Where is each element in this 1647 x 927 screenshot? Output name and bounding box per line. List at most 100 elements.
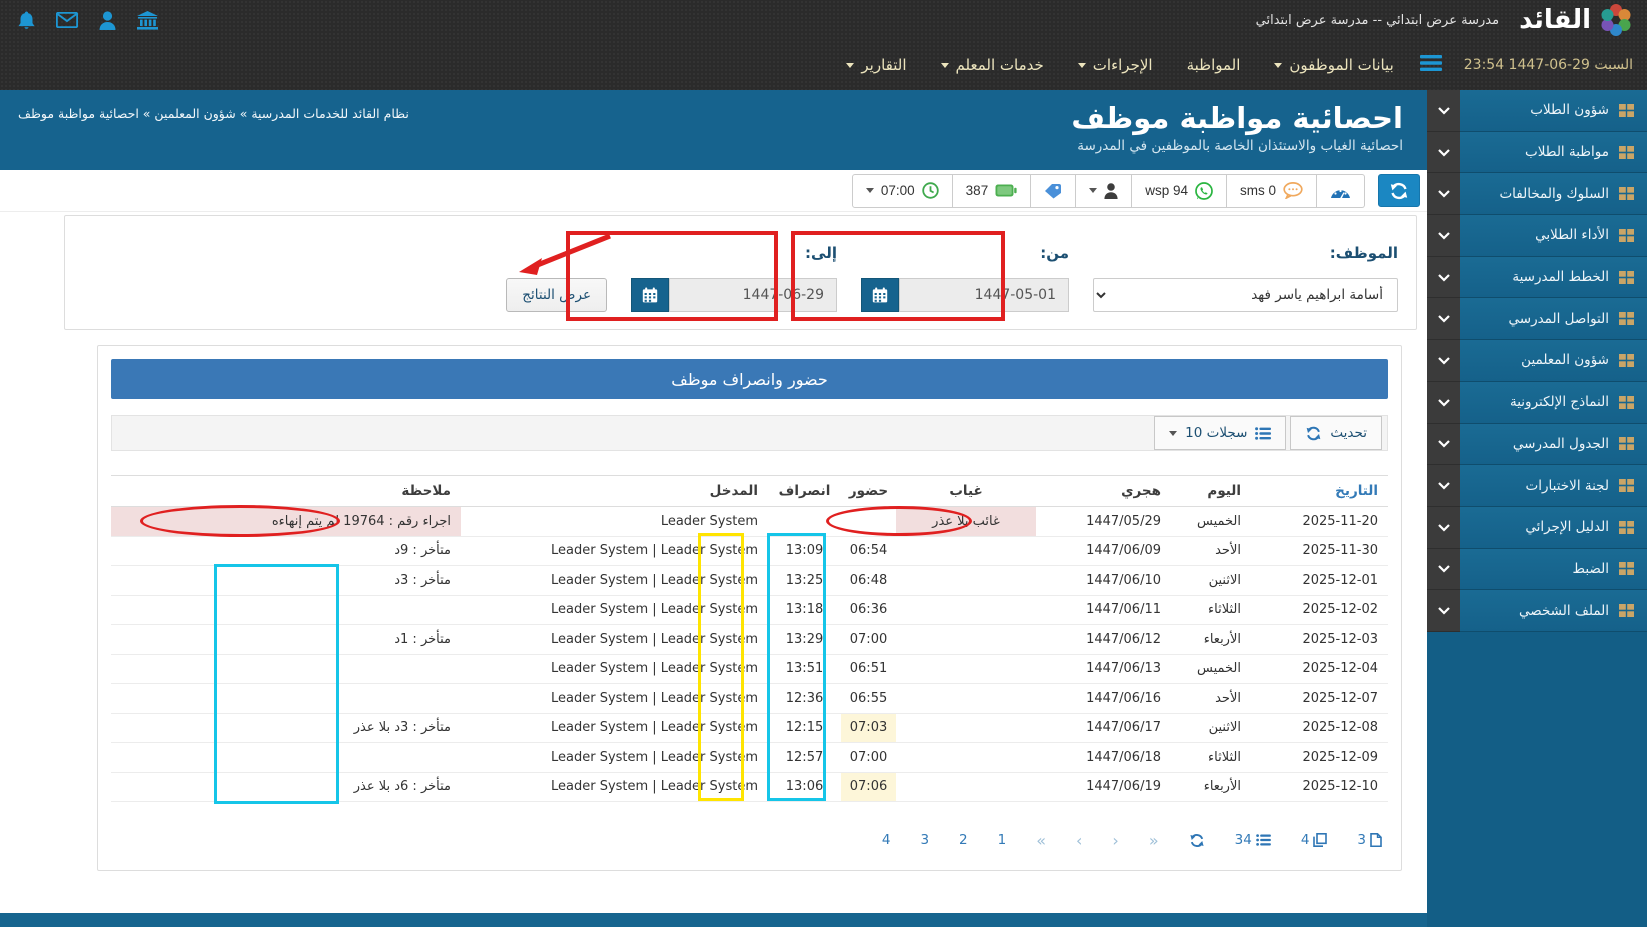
whatsapp-count: wsp 94 (1145, 183, 1188, 198)
sidebar-item-body[interactable]: الخطط المدرسية (1460, 256, 1647, 299)
sidebar-item-expand-button[interactable] (1427, 465, 1460, 507)
breadcrumb[interactable]: نظام القائد للخدمات المدرسية » شؤون المع… (18, 106, 409, 121)
menu-item-2[interactable]: الإجراءات (1077, 56, 1153, 74)
sidebar-item-expand-button[interactable] (1427, 90, 1460, 132)
records-per-page-button[interactable]: 10 سجلات (1154, 416, 1287, 450)
sidebar-item-expand-button[interactable] (1427, 590, 1460, 632)
sidebar-item-body[interactable]: لجنة الاختبارات (1460, 465, 1647, 507)
page-link-4[interactable]: 4 (881, 832, 891, 848)
time-dropdown-button[interactable]: 07:00 (851, 173, 953, 208)
sidebar-item-body[interactable]: الملف الشخصي (1460, 590, 1647, 632)
pagination-stat-list[interactable]: 34 (1235, 832, 1271, 848)
table-cell: متأخر : 1د (111, 624, 461, 655)
page-link-1[interactable]: 1 (997, 832, 1007, 848)
from-calendar-button[interactable] (861, 278, 899, 312)
next-page-button[interactable]: › (1112, 830, 1119, 850)
prev-page-button[interactable]: ‹ (1076, 830, 1083, 850)
table-cell: الخميس (1171, 654, 1251, 684)
first-page-button[interactable]: « (1036, 830, 1047, 850)
grid-icon (1619, 520, 1634, 534)
sidebar-item-body[interactable]: شؤون المعلمين (1460, 340, 1647, 382)
sidebar-item-expand-button[interactable] (1427, 340, 1460, 382)
table-cell (111, 595, 461, 625)
menu-item-1[interactable]: المواظبة (1187, 56, 1241, 74)
to-date-input[interactable]: 1447-06-29 (669, 278, 837, 312)
sidebar-item-10[interactable]: الدليل الإجرائي (1427, 506, 1647, 549)
sidebar-item-expand-button[interactable] (1427, 506, 1460, 549)
table-cell: 2025-12-03 (1251, 624, 1388, 655)
sidebar-item-expand-button[interactable] (1427, 381, 1460, 424)
chevron-down-icon (1437, 398, 1450, 407)
sidebar-item-8[interactable]: الجدول المدرسي (1427, 423, 1647, 466)
sidebar-item-7[interactable]: النماذج الإلكترونية (1427, 381, 1647, 424)
page-link-2[interactable]: 2 (959, 832, 968, 848)
employee-select[interactable]: أسامة ابراهيم ياسر فهد (1093, 278, 1398, 312)
table-cell: 06:55 (841, 683, 896, 714)
panel-title: حضور وانصراف موظف (111, 359, 1388, 399)
pagination-refresh-button[interactable] (1189, 833, 1205, 848)
sidebar-item-body[interactable]: السلوك والمخالفات (1460, 173, 1647, 216)
chevron-down-icon (1437, 190, 1450, 198)
pagination-stat-copy[interactable]: 4 (1301, 832, 1328, 848)
table-row: 2025-12-08 الاثنين 1447/06/17 07:03 12:15 Lea… (111, 713, 1388, 743)
sidebar-item-expand-button[interactable] (1427, 173, 1460, 216)
pagination: 4 3 2 1 « ‹ › » 34 4 3 (111, 823, 1388, 857)
page-link-3[interactable]: 3 (920, 832, 930, 848)
sidebar-item-2[interactable]: السلوك والمخالفات (1427, 173, 1647, 216)
to-calendar-button[interactable] (631, 278, 669, 312)
sidebar-item-expand-button[interactable] (1427, 256, 1460, 299)
sidebar-item-4[interactable]: الخطط المدرسية (1427, 256, 1647, 299)
sidebar-item-body[interactable]: مواظبة الطلاب (1460, 131, 1647, 174)
sidebar-item-body[interactable]: النماذج الإلكترونية (1460, 381, 1647, 424)
sidebar-item-11[interactable]: الضبط (1427, 548, 1647, 591)
pagination-stat-file[interactable]: 3 (1357, 832, 1382, 848)
bell-icon[interactable] (18, 11, 35, 30)
sidebar-item-12[interactable]: الملف الشخصي (1427, 590, 1647, 632)
menu-item-4[interactable]: التقارير (846, 56, 907, 74)
table-cell: Leader System | Leader System (461, 536, 768, 566)
stat-value: 3 (1357, 832, 1366, 848)
table-refresh-button[interactable]: تحديث (1290, 416, 1382, 450)
table-cell: Leader System | Leader System (461, 595, 768, 625)
brand[interactable]: القائد (1519, 3, 1633, 37)
sidebar-item-body[interactable]: الدليل الإجرائي (1460, 506, 1647, 549)
dashboard-button[interactable] (1317, 173, 1365, 208)
caret-down-icon (1077, 62, 1086, 72)
sidebar-item-body[interactable]: التواصل المدرسي (1460, 298, 1647, 341)
sidebar-item-expand-button[interactable] (1427, 215, 1460, 257)
sidebar-item-body[interactable]: الضبط (1460, 548, 1647, 591)
chevron-down-icon (1437, 107, 1450, 115)
sms-count-button[interactable]: sms 0 (1226, 173, 1317, 208)
show-results-button[interactable]: عرض النتائج (506, 278, 607, 312)
sidebar-item-body[interactable]: شؤون الطلاب (1460, 90, 1647, 132)
whatsapp-count-button[interactable]: wsp 94 (1132, 173, 1227, 208)
refresh-button[interactable] (1378, 174, 1420, 207)
count-button[interactable]: 387 (952, 173, 1032, 208)
sidebar-item-expand-button[interactable] (1427, 131, 1460, 174)
sidebar-item-body[interactable]: الجدول المدرسي (1460, 423, 1647, 466)
column-header-0[interactable]: التاريخ (1251, 475, 1388, 507)
sidebar-item-6[interactable]: شؤون المعلمين (1427, 340, 1647, 382)
sidebar-item-9[interactable]: لجنة الاختبارات (1427, 465, 1647, 507)
bank-icon[interactable] (137, 10, 158, 30)
hamburger-icon[interactable] (1419, 55, 1442, 75)
user-icon[interactable] (99, 10, 116, 30)
sidebar-item-0[interactable]: شؤون الطلاب (1427, 90, 1647, 132)
sidebar-item-1[interactable]: مواظبة الطلاب (1427, 131, 1647, 174)
from-date-input[interactable]: 1447-05-01 (899, 278, 1069, 312)
menu-item-3[interactable]: خدمات المعلم (940, 56, 1044, 74)
mail-icon[interactable] (56, 12, 78, 28)
user-dropdown-button[interactable] (1076, 173, 1133, 208)
last-page-button[interactable]: » (1148, 830, 1159, 850)
sidebar-item-body[interactable]: الأداء الطلابي (1460, 215, 1647, 257)
table-cell (841, 506, 896, 537)
user-small-icon (1104, 182, 1118, 199)
sidebar-item-expand-button[interactable] (1427, 423, 1460, 466)
menu-item-0[interactable]: بيانات الموظفون (1274, 56, 1394, 74)
sidebar-item-3[interactable]: الأداء الطلابي (1427, 215, 1647, 257)
count-value: 387 (965, 183, 989, 198)
sidebar-item-5[interactable]: التواصل المدرسي (1427, 298, 1647, 341)
sidebar-item-expand-button[interactable] (1427, 298, 1460, 341)
sidebar-item-expand-button[interactable] (1427, 548, 1460, 591)
tags-button[interactable] (1031, 173, 1077, 208)
